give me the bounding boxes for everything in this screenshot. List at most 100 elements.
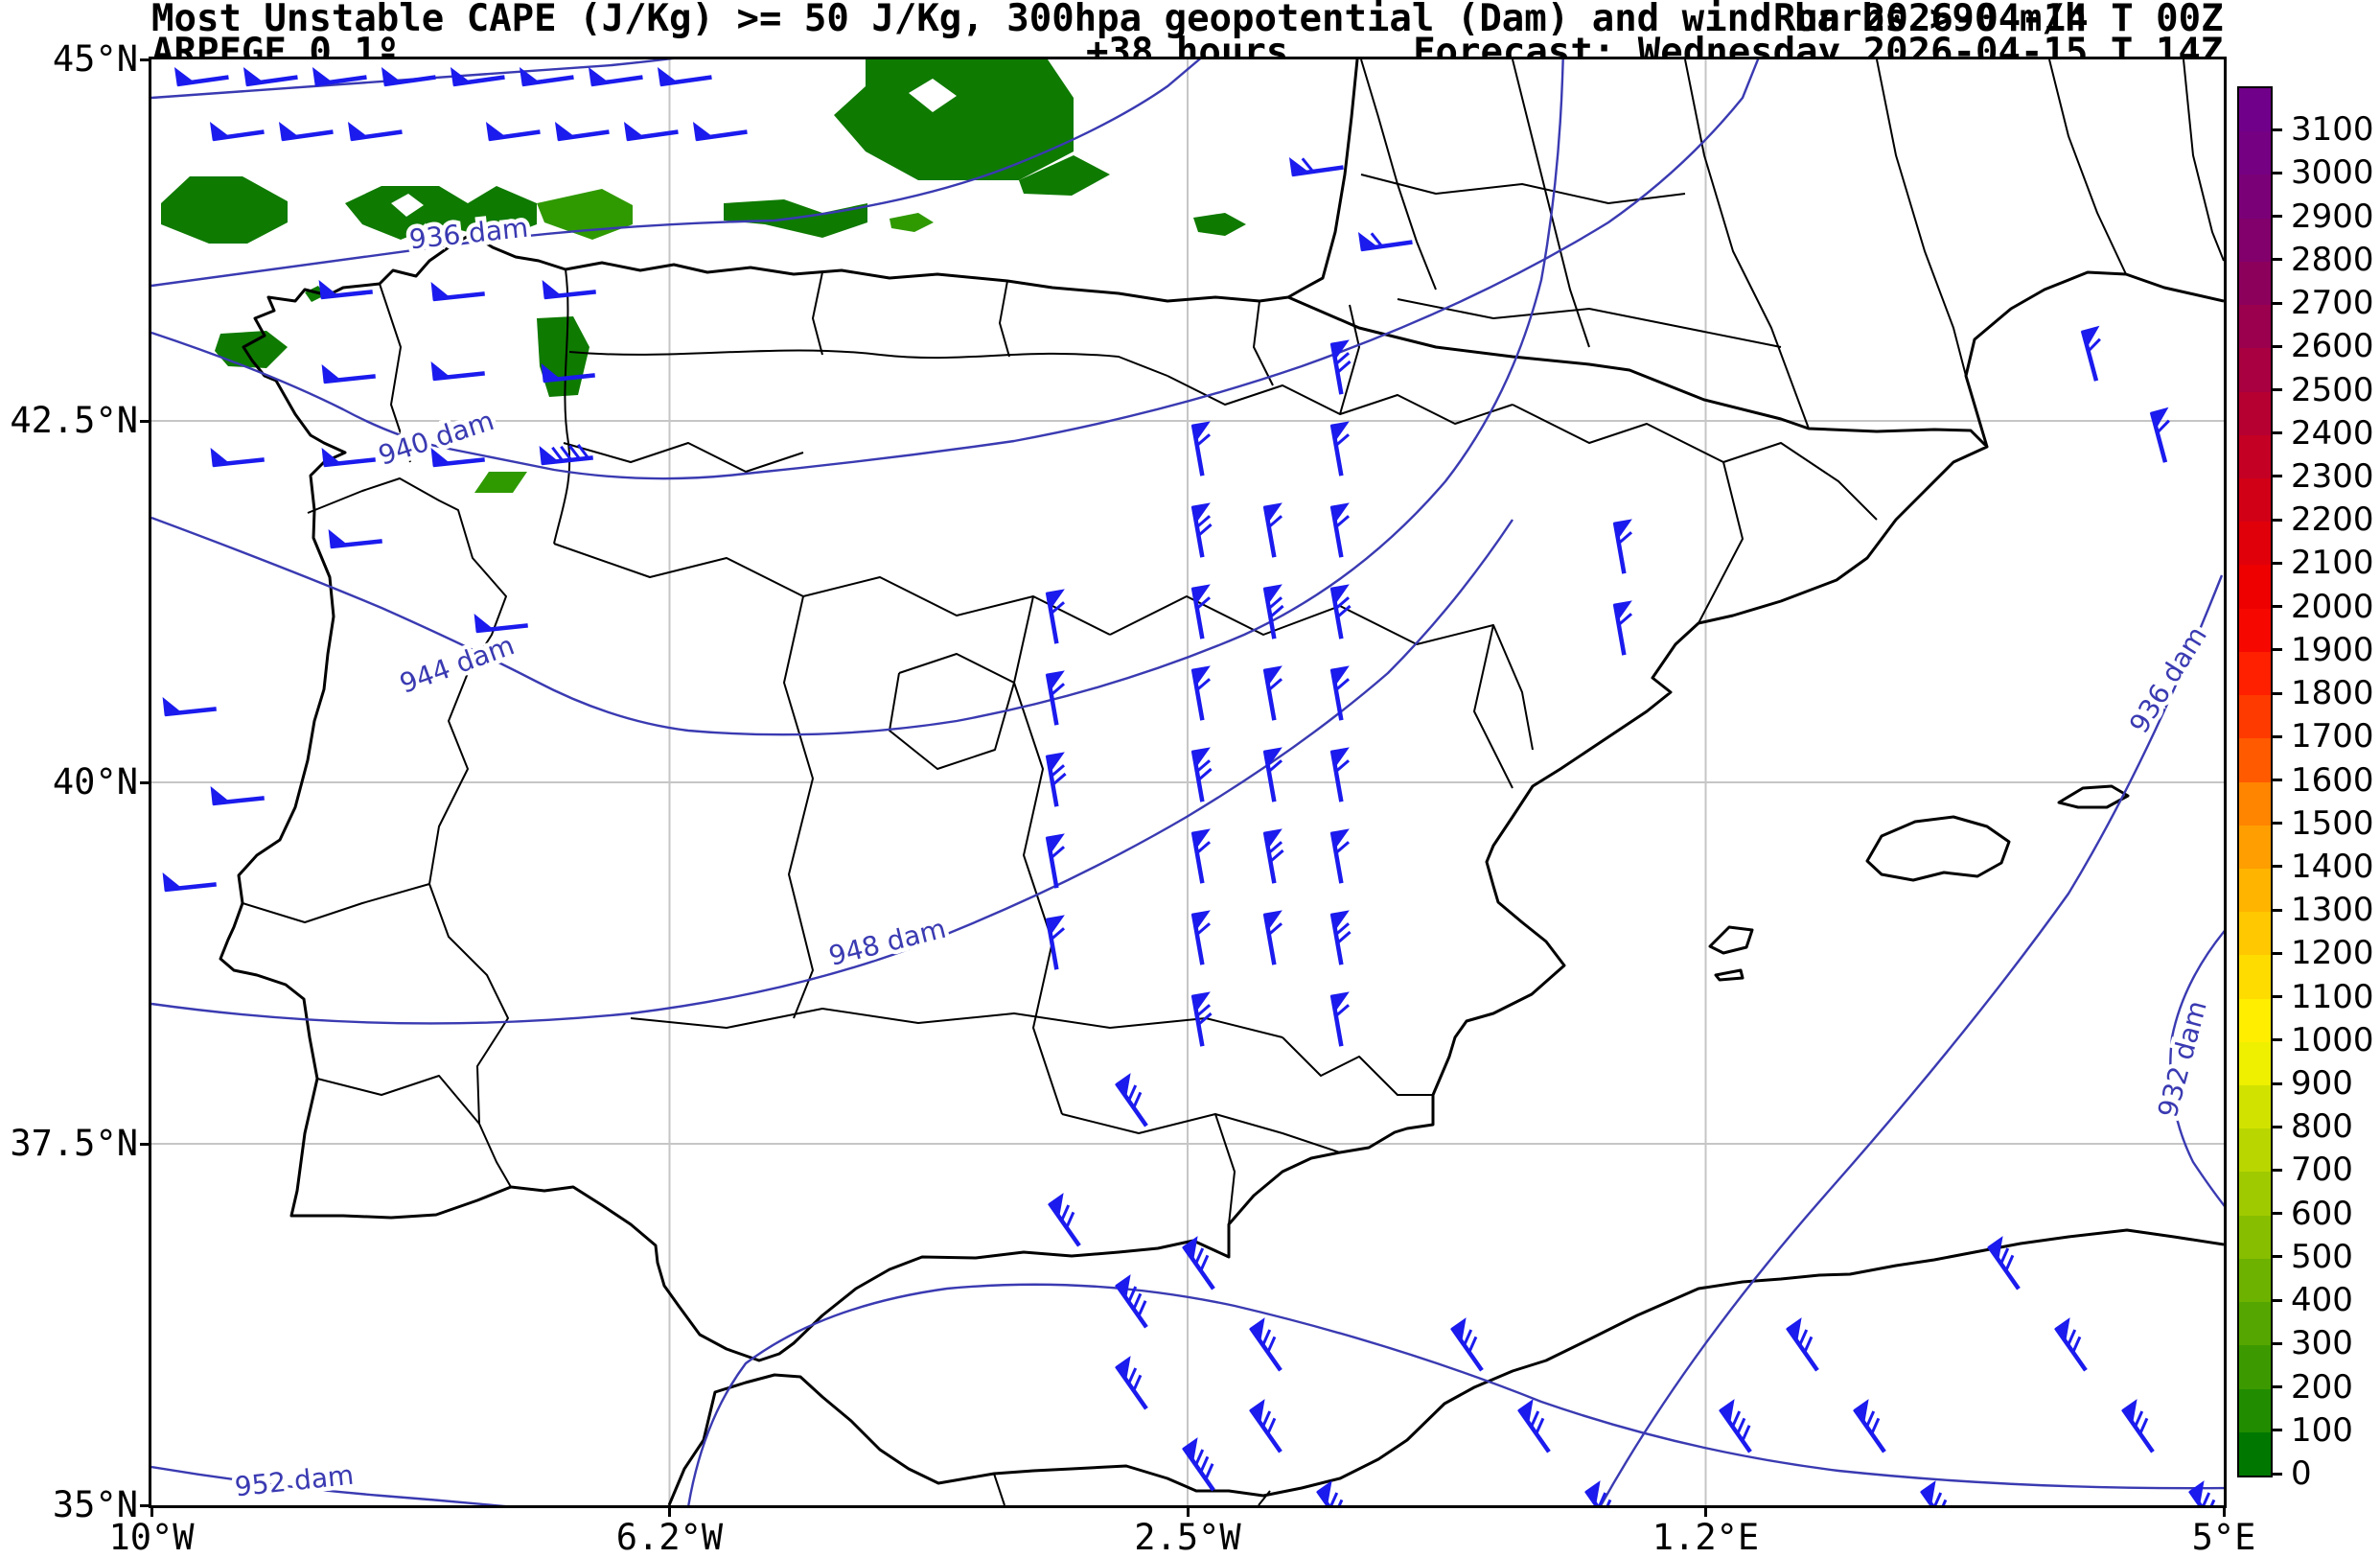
- wind-barb: [1045, 833, 1066, 889]
- cape-patch: [1019, 155, 1110, 196]
- wind-barb: [1357, 232, 1413, 252]
- border-region: [1109, 595, 1534, 751]
- colorbar-segment: [2239, 1085, 2271, 1129]
- colorbar-tick-label: 600: [2291, 1194, 2353, 1233]
- wind-barb: [1048, 1193, 1081, 1247]
- wind-barb: [623, 122, 679, 142]
- wind-barb: [243, 67, 298, 87]
- cape-patch: [345, 186, 537, 240]
- wind-barb: [554, 122, 610, 142]
- contour-label: 952 dam: [233, 1459, 355, 1503]
- colorbar-segment: [2239, 88, 2271, 132]
- wind-barb: [381, 67, 436, 87]
- cape-patch: [537, 189, 633, 240]
- wind-barb: [1262, 502, 1283, 558]
- colorbar-tick: [2271, 734, 2282, 738]
- colorbar-segment: [2239, 825, 2271, 869]
- contour-label: 948 dam: [825, 913, 949, 972]
- colorbar-tick-label: 1400: [2291, 847, 2374, 886]
- colorbar-segment: [2239, 174, 2271, 219]
- border-region: [563, 442, 804, 473]
- border-africa-2: [993, 1473, 1005, 1505]
- colorbar-tick: [2271, 1125, 2282, 1128]
- wind-barb: [1115, 1356, 1148, 1410]
- x-axis-tick: [150, 1505, 153, 1517]
- colorbar-tick-label: 2900: [2291, 197, 2374, 236]
- colorbar-tick: [2271, 475, 2282, 478]
- map-title: Most Unstable CAPE (J/Kg) >= 50 J/Kg, 30…: [151, 0, 2088, 40]
- colorbar-segment: [2239, 1041, 2271, 1086]
- wind-barb: [321, 363, 376, 384]
- wind-barb: [1190, 502, 1213, 558]
- coastline-mallorca: [1865, 815, 2011, 882]
- colorbar-tick: [2271, 822, 2282, 826]
- geopotential-contour: [151, 59, 674, 100]
- wind-barb: [657, 67, 712, 87]
- wind-barb: [1045, 915, 1066, 970]
- colorbar-segment: [2239, 1431, 2271, 1476]
- cape-patch-hole: [391, 194, 424, 217]
- y-axis-tick-label: 40°N: [52, 761, 138, 802]
- wind-barb: [328, 528, 382, 549]
- contour-label: 936 dam: [2123, 620, 2213, 738]
- border-region: [1339, 304, 1360, 415]
- wind-barb: [1329, 502, 1351, 558]
- wind-barb: [1182, 1236, 1215, 1291]
- border-region: [1253, 300, 1274, 386]
- wind-barb: [1190, 747, 1213, 802]
- border-france: [1512, 59, 1590, 348]
- wind-barb: [318, 279, 373, 300]
- wind-barb: [1316, 1480, 1350, 1505]
- colorbar-tick-label: 700: [2291, 1151, 2353, 1190]
- geography: [219, 59, 2224, 1505]
- wind-barbs: [162, 67, 2222, 1505]
- colorbar-tick: [2271, 648, 2282, 652]
- geopotential-contour: [2169, 930, 2224, 1207]
- geopotential-contour: [1599, 574, 2224, 1505]
- wind-barb: [347, 122, 403, 142]
- colorbar-segment: [2239, 955, 2271, 999]
- x-axis-tick: [2222, 1505, 2226, 1517]
- colorbar-segment: [2239, 305, 2271, 349]
- colorbar-tick-label: 400: [2291, 1281, 2353, 1320]
- wind-barb: [1115, 1274, 1148, 1329]
- border-region: [630, 1008, 1283, 1038]
- y-axis-tick-label: 42.5°N: [10, 400, 138, 441]
- wind-barb: [1045, 752, 1067, 807]
- cape-patch: [834, 59, 1074, 180]
- colorbar-tick-label: 2500: [2291, 370, 2374, 409]
- colorbar-segment: [2239, 1302, 2271, 1346]
- colorbar-segment: [2239, 477, 2271, 523]
- border-region: [1698, 461, 1744, 624]
- border-region: [1473, 624, 1513, 789]
- y-axis-tick-label: 35°N: [52, 1484, 138, 1525]
- border-region: [1282, 1036, 1433, 1096]
- colorbar-tick-label: 2800: [2291, 240, 2374, 279]
- y-axis-tick-label: 45°N: [52, 38, 138, 80]
- colorbar-tick: [2271, 1212, 2282, 1216]
- colorbar-tick-label: 500: [2291, 1237, 2353, 1276]
- wind-barb: [1190, 991, 1213, 1047]
- colorbar-tick-label: 3100: [2291, 110, 2374, 150]
- colorbar-segment: [2239, 1215, 2271, 1259]
- colorbar-tick-label: 200: [2291, 1367, 2353, 1407]
- colorbar-tick: [2271, 258, 2282, 262]
- colorbar-tick: [2271, 215, 2282, 219]
- wind-barb: [485, 122, 541, 142]
- wind-barb: [474, 613, 528, 634]
- colorbar-tick-label: 1100: [2291, 977, 2374, 1016]
- colorbar-tick: [2271, 1429, 2282, 1432]
- wind-barb: [2121, 1399, 2155, 1453]
- wind-barb: [1329, 421, 1351, 477]
- wind-barb: [278, 122, 334, 142]
- border-france: [2048, 59, 2127, 275]
- colorbar-tick: [2271, 1341, 2282, 1345]
- cape-patch-hole: [909, 79, 957, 112]
- border-region: [568, 349, 1168, 377]
- x-axis-tick: [1186, 1505, 1190, 1517]
- wind-barb: [1262, 747, 1283, 802]
- cape-patch: [161, 176, 288, 244]
- colorbar-segment: [2239, 565, 2271, 609]
- cape-colorbar: [2237, 86, 2273, 1477]
